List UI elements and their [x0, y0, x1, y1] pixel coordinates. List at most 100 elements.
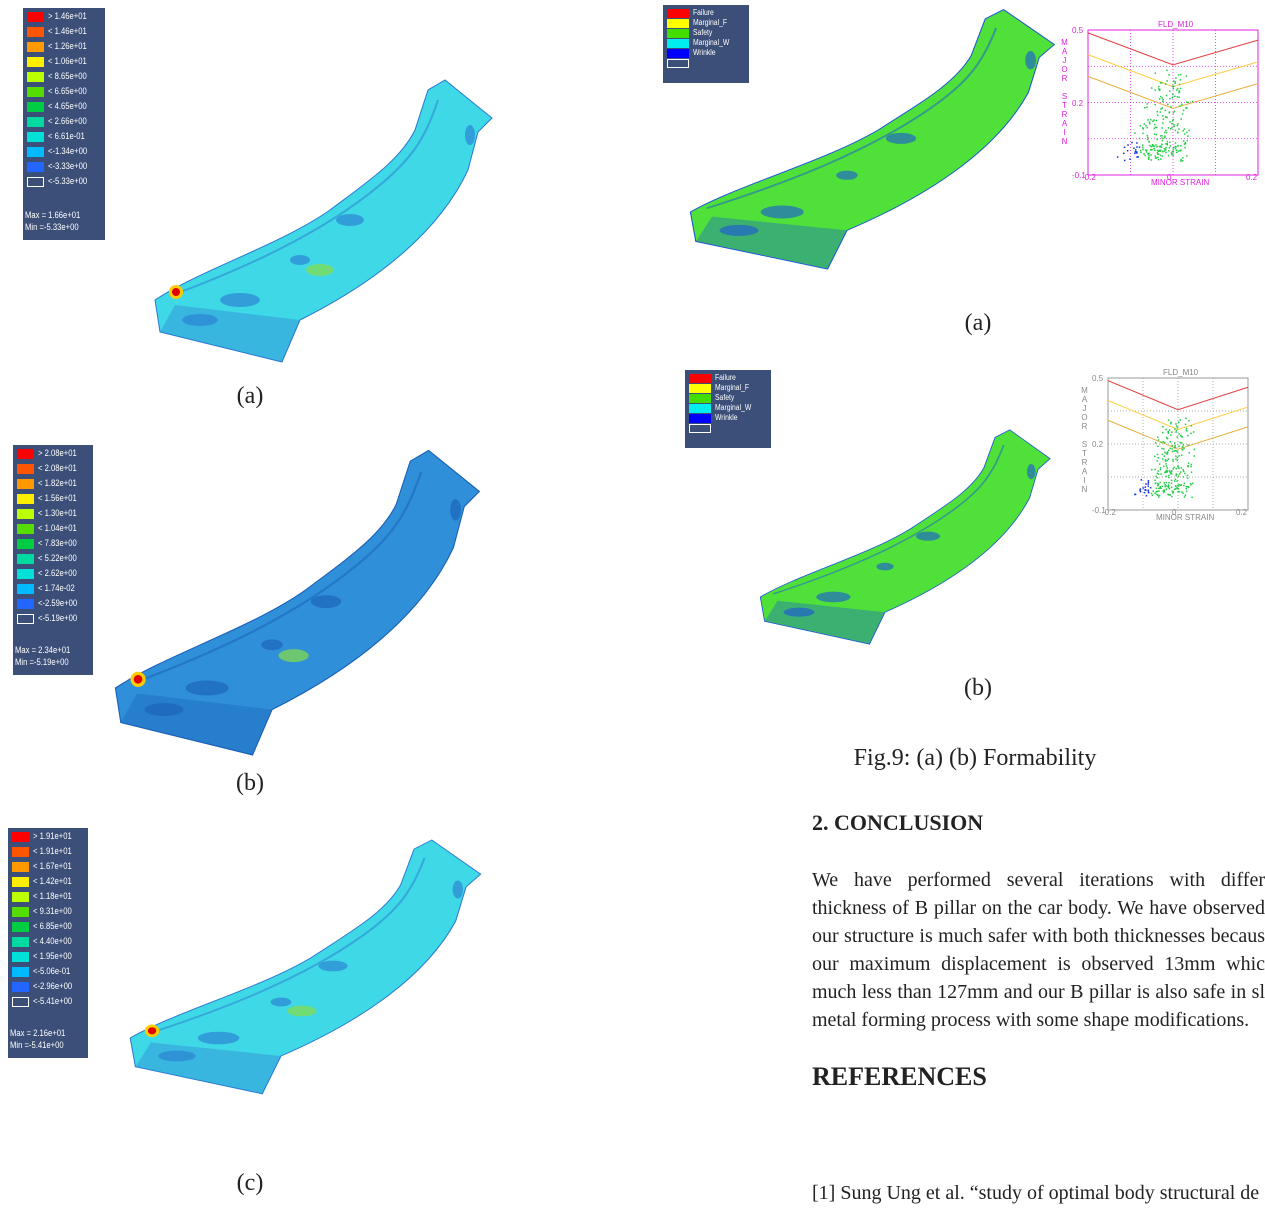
- fld-point: [1139, 147, 1141, 149]
- fld-point: [1171, 431, 1173, 433]
- fld-point: [1143, 153, 1145, 155]
- fld-point: [1153, 145, 1155, 147]
- fld-point: [1164, 442, 1166, 444]
- fld-point: [1162, 426, 1164, 428]
- fld-point: [1180, 160, 1182, 162]
- fld-point: [1177, 465, 1179, 467]
- legend-label: < 4.65e+00: [48, 101, 87, 112]
- fld-point: [1164, 135, 1166, 137]
- fld-point: [1172, 154, 1174, 156]
- fld-point: [1147, 127, 1149, 128]
- legend-swatch: [17, 614, 34, 624]
- fld-point: [1160, 486, 1162, 488]
- pillar-patch: [186, 680, 229, 695]
- legend-swatch: [27, 87, 44, 97]
- fld-point: [1156, 157, 1158, 159]
- fld-point: [1157, 470, 1159, 472]
- legend-swatch: [667, 39, 689, 48]
- fld-point: [1171, 480, 1173, 482]
- legend-label: < 2.66e+00: [48, 116, 87, 127]
- fld-point: [1179, 473, 1181, 475]
- fld-point: [1168, 155, 1170, 157]
- fld-point: [1140, 491, 1142, 493]
- fld-point: [1177, 88, 1179, 90]
- fld-point: [1169, 488, 1171, 490]
- pillar-patch: [287, 1006, 316, 1017]
- fld-point: [1174, 96, 1176, 98]
- legend: > 2.08e+01< 2.08e+01< 1.82e+01< 1.56e+01…: [13, 445, 93, 675]
- fld-point: [1155, 155, 1157, 157]
- conclusion-line: thickness of B pillar on the car body. W…: [812, 894, 1265, 922]
- fld-point: [1162, 140, 1164, 142]
- fld-point: [1154, 469, 1156, 471]
- fld-point: [1165, 110, 1167, 112]
- fld-point: [1185, 424, 1187, 426]
- fld-point: [1180, 419, 1182, 421]
- legend-label: < 6.85e+00: [33, 921, 72, 932]
- pillar-patch: [261, 639, 283, 650]
- fld-point: [1155, 104, 1157, 106]
- fld-point: [1124, 160, 1126, 162]
- fld-point: [1158, 159, 1160, 161]
- fld-point: [1165, 147, 1167, 149]
- fld-point: [1169, 90, 1171, 92]
- fld-point: [1184, 147, 1186, 149]
- pillar-patch: [198, 1032, 240, 1045]
- fld-point: [1175, 479, 1177, 481]
- legend-swatch: [17, 494, 34, 504]
- min-label: Min =-5.33e+00: [25, 222, 79, 233]
- fld-point: [1161, 127, 1163, 129]
- fld-point: [1169, 441, 1171, 443]
- fld-point: [1171, 487, 1173, 489]
- fld-point: [1135, 149, 1137, 151]
- fld-point: [1162, 454, 1164, 456]
- caption: (c): [237, 1170, 264, 1197]
- fld-point: [1162, 101, 1164, 103]
- fld-point: [1176, 450, 1178, 452]
- fld-point: [1154, 124, 1156, 126]
- legend-swatch: [27, 117, 44, 127]
- fld-point: [1154, 456, 1156, 458]
- fld-point: [1166, 117, 1168, 119]
- fld-point: [1169, 448, 1171, 450]
- legend-swatch: [12, 907, 29, 917]
- fld-point: [1179, 105, 1181, 107]
- fld-point: [1166, 132, 1168, 134]
- fld-point: [1149, 145, 1151, 147]
- pillar-patch: [1027, 464, 1036, 479]
- fld-title: FLD_M10: [1158, 20, 1193, 29]
- legend-swatch: [27, 132, 44, 142]
- fld-point: [1140, 125, 1142, 127]
- legend-label: Wrinkle: [693, 48, 716, 58]
- fld-point: [1152, 495, 1154, 497]
- fld-point: [1191, 497, 1193, 499]
- fld-point: [1146, 106, 1148, 108]
- fld-point: [1184, 143, 1186, 145]
- fld-point: [1167, 104, 1169, 106]
- fld-point: [1173, 450, 1175, 452]
- fld-y-label: MAJOR STRAIN: [1080, 386, 1088, 494]
- fld-point: [1178, 475, 1180, 477]
- legend-label: Failure: [715, 373, 736, 383]
- fld-point: [1168, 150, 1170, 152]
- fld-point: [1127, 150, 1129, 152]
- fld-point: [1176, 430, 1178, 432]
- fld-point: [1178, 96, 1180, 98]
- fld-point: [1150, 154, 1152, 156]
- legend-swatch: [689, 394, 711, 403]
- fld-x-label: MINOR STRAIN: [1156, 513, 1214, 522]
- fld-point: [1140, 152, 1142, 154]
- fld-point: [1168, 485, 1170, 487]
- pillar-patch: [816, 592, 850, 603]
- fld-point: [1186, 75, 1188, 77]
- legend-swatch: [12, 832, 29, 842]
- fld-point: [1182, 446, 1184, 448]
- fld-point: [1147, 135, 1149, 137]
- legend-label: < 7.83e+00: [38, 538, 77, 549]
- fld-point: [1175, 475, 1177, 477]
- fld-point: [1162, 99, 1164, 101]
- fld-point: [1172, 94, 1174, 96]
- fld-point: [1156, 127, 1158, 129]
- fld-point: [1170, 434, 1172, 436]
- fld-point: [1193, 455, 1195, 457]
